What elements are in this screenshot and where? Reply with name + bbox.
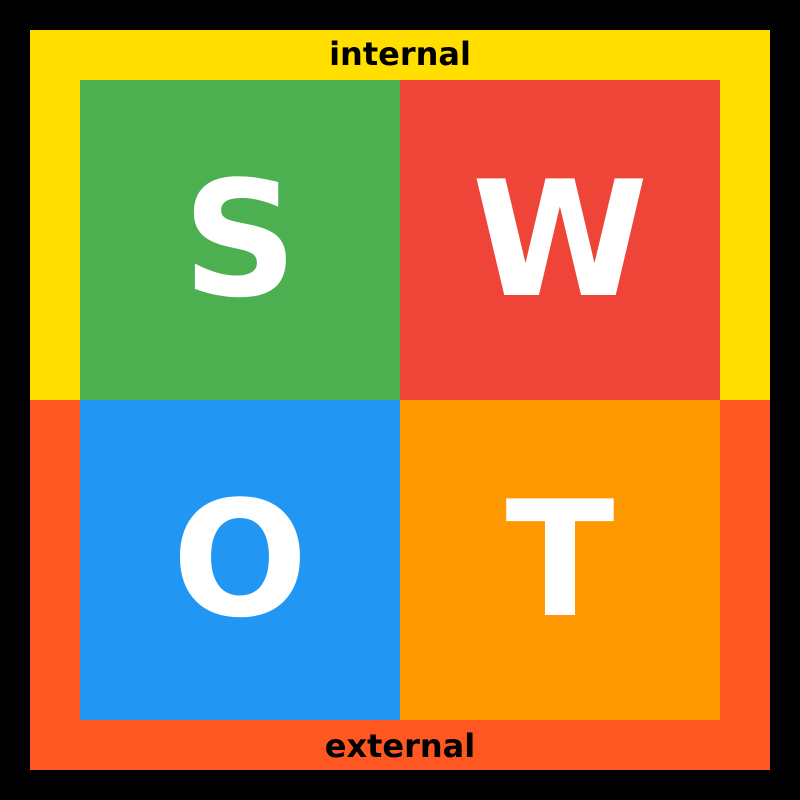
strengths-cell: S (80, 80, 400, 400)
internal-label: internal (30, 38, 770, 70)
swot-grid: S W O T (80, 80, 720, 720)
strengths-letter: S (182, 160, 297, 320)
opportunities-letter: O (172, 480, 308, 640)
weaknesses-letter: W (472, 160, 648, 320)
external-label: external (30, 730, 770, 762)
threats-cell: T (400, 400, 720, 720)
opportunities-cell: O (80, 400, 400, 720)
threats-letter: T (505, 480, 614, 640)
swot-diagram: internal external S W O T (30, 30, 770, 770)
weaknesses-cell: W (400, 80, 720, 400)
